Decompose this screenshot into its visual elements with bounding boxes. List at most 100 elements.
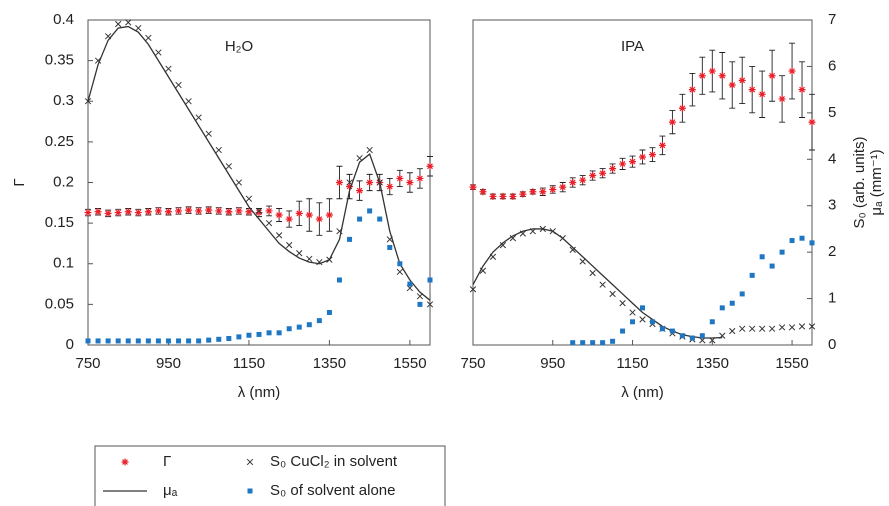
data-point	[275, 211, 283, 219]
data-point	[698, 72, 706, 80]
y-axis-label: μₐ (mm⁻¹)	[868, 149, 885, 215]
data-point	[749, 325, 756, 332]
data-point	[549, 185, 557, 193]
data-point	[749, 272, 755, 278]
data-point	[175, 207, 183, 215]
legend-label: μₐ	[163, 482, 178, 499]
y-tick-label: 0.35	[45, 52, 74, 69]
y-axis-label: S₀ (arb. units)	[851, 136, 868, 228]
x-axis-label: λ (nm)	[238, 384, 281, 401]
data-point	[759, 254, 765, 260]
data-point	[718, 72, 726, 80]
data-point	[779, 249, 785, 255]
data-point	[778, 324, 786, 331]
data-point	[255, 209, 263, 217]
data-point	[778, 95, 786, 103]
data-point	[305, 211, 313, 219]
data-point	[386, 183, 394, 191]
data-point	[739, 291, 745, 297]
data-point	[245, 195, 253, 202]
data-point	[155, 49, 162, 56]
data-point	[387, 245, 393, 250]
data-point	[559, 183, 567, 191]
data-point	[629, 158, 637, 166]
data-point	[630, 319, 636, 325]
data-point	[589, 172, 597, 180]
data-point	[407, 281, 413, 287]
data-point	[798, 86, 806, 94]
y-axis-label: Γ	[11, 178, 28, 186]
data-point	[347, 236, 353, 242]
data-point	[619, 300, 626, 307]
data-point	[397, 261, 403, 267]
data-point	[185, 206, 193, 214]
series-line	[87, 25, 431, 301]
data-point	[114, 209, 122, 217]
data-point	[768, 325, 776, 332]
data-point	[255, 207, 263, 215]
data-point	[154, 207, 162, 215]
legend-box	[94, 445, 446, 506]
legend-marker	[246, 458, 254, 466]
data-point	[610, 338, 616, 344]
x-tick-label: 1350	[313, 355, 346, 372]
data-point	[668, 118, 676, 126]
data-point	[235, 207, 243, 215]
data-point	[235, 179, 243, 186]
data-point	[94, 208, 102, 216]
data-point	[396, 268, 403, 276]
data-point	[124, 208, 132, 216]
y-tick-label: 0.3	[53, 92, 74, 109]
y-tick-label: 0.2	[53, 173, 74, 190]
legend-label: Γ	[163, 453, 171, 470]
data-point	[377, 216, 383, 222]
data-point	[639, 153, 646, 161]
data-point	[768, 72, 776, 80]
data-point	[206, 337, 212, 343]
data-point	[215, 207, 223, 215]
data-point	[719, 305, 725, 311]
data-point	[366, 179, 374, 186]
data-point	[678, 104, 686, 112]
data-point	[356, 187, 364, 195]
data-point	[789, 238, 795, 244]
data-point	[266, 330, 272, 336]
data-point	[808, 118, 816, 126]
series-line	[472, 228, 723, 339]
data-point	[499, 242, 507, 249]
data-point	[529, 188, 537, 196]
x-tick-label: 950	[156, 355, 181, 372]
x-tick-label: 1350	[696, 355, 729, 372]
data-point	[144, 208, 152, 216]
y-tick-label: 7	[828, 11, 836, 28]
data-point	[620, 328, 626, 334]
data-point	[165, 65, 172, 72]
x-tick-label: 1550	[775, 355, 808, 372]
y-tick-label: 0.05	[45, 295, 74, 312]
data-point	[265, 219, 273, 227]
data-point	[105, 338, 111, 344]
data-point	[519, 190, 527, 198]
data-point	[509, 235, 517, 242]
data-point	[346, 183, 354, 191]
data-point	[245, 208, 253, 216]
data-point	[296, 324, 302, 330]
data-point	[629, 309, 636, 316]
data-point	[164, 208, 172, 216]
legend-marker	[247, 488, 253, 494]
data-point	[145, 338, 151, 344]
data-point	[316, 318, 322, 324]
data-point	[155, 338, 161, 344]
data-point	[335, 179, 343, 186]
data-point	[285, 215, 293, 223]
data-point	[186, 338, 192, 344]
data-point	[648, 151, 656, 159]
data-point	[195, 114, 202, 121]
y-tick-label: 0	[828, 336, 836, 353]
data-point	[286, 326, 292, 332]
data-point	[296, 250, 303, 257]
data-point	[599, 169, 607, 177]
y-tick-label: 3	[828, 197, 836, 214]
data-point	[748, 86, 756, 94]
data-point	[798, 323, 806, 330]
